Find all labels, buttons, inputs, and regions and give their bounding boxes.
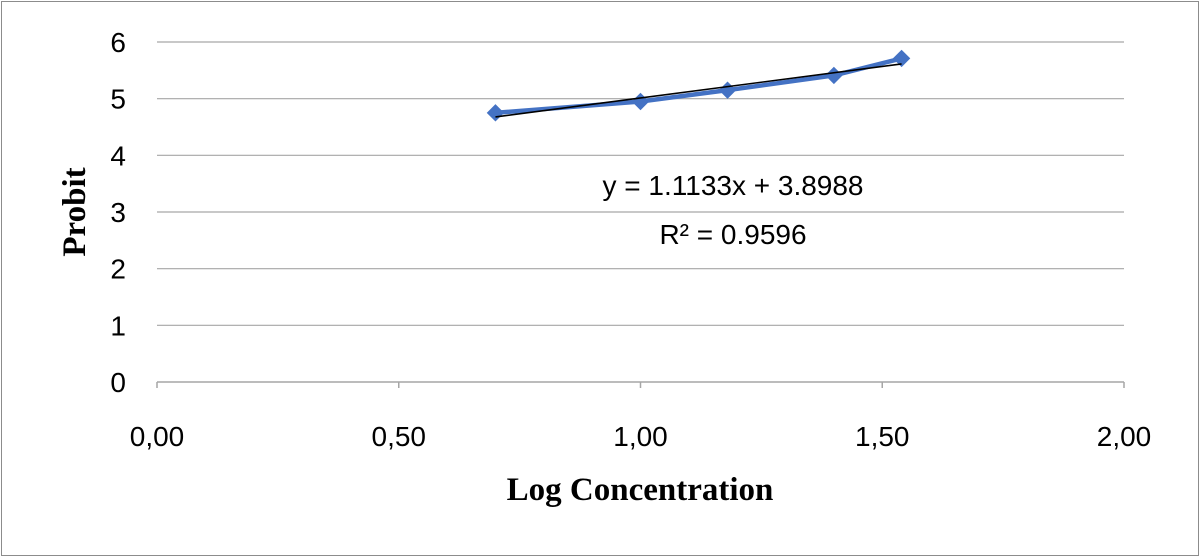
x-tick-label-1,50: 1,50	[855, 421, 910, 452]
trendline-group	[495, 63, 902, 118]
y-tick-label-0: 0	[110, 367, 126, 398]
x-tick-label-0,50: 0,50	[372, 421, 427, 452]
data-point-diamond	[825, 66, 843, 85]
trendline-equation: y = 1.1133x + 3.8988	[602, 170, 863, 201]
y-tick-label-4: 4	[110, 140, 126, 171]
y-tick-label-6: 6	[110, 27, 126, 58]
data-point-diamond	[486, 104, 505, 122]
y-tick-labels: 0 1 2 3 4 5 6	[110, 27, 126, 398]
trendline	[495, 63, 902, 118]
y-tick-label-2: 2	[110, 254, 126, 285]
y-tick-label-5: 5	[110, 84, 126, 115]
data-point-diamond	[892, 49, 911, 68]
series-line	[495, 56, 903, 116]
x-tick-label-2,00: 2,00	[1097, 421, 1152, 452]
y-tick-label-1: 1	[110, 310, 126, 341]
r-squared-label: R² = 0.9596	[659, 219, 806, 250]
x-axis-title: Log Concentration	[507, 472, 774, 508]
y-axis-title: Probit	[57, 167, 93, 256]
data-point-diamond	[718, 81, 737, 99]
x-tick-labels: 0,00 0,50 1,00 1,50 2,00	[130, 421, 1152, 452]
data-point-diamond	[631, 92, 650, 111]
y-tick-label-3: 3	[110, 197, 126, 228]
x-tick-label-1,00: 1,00	[613, 421, 668, 452]
x-tick-label-0,00: 0,00	[130, 421, 185, 452]
axes	[156, 381, 1125, 388]
